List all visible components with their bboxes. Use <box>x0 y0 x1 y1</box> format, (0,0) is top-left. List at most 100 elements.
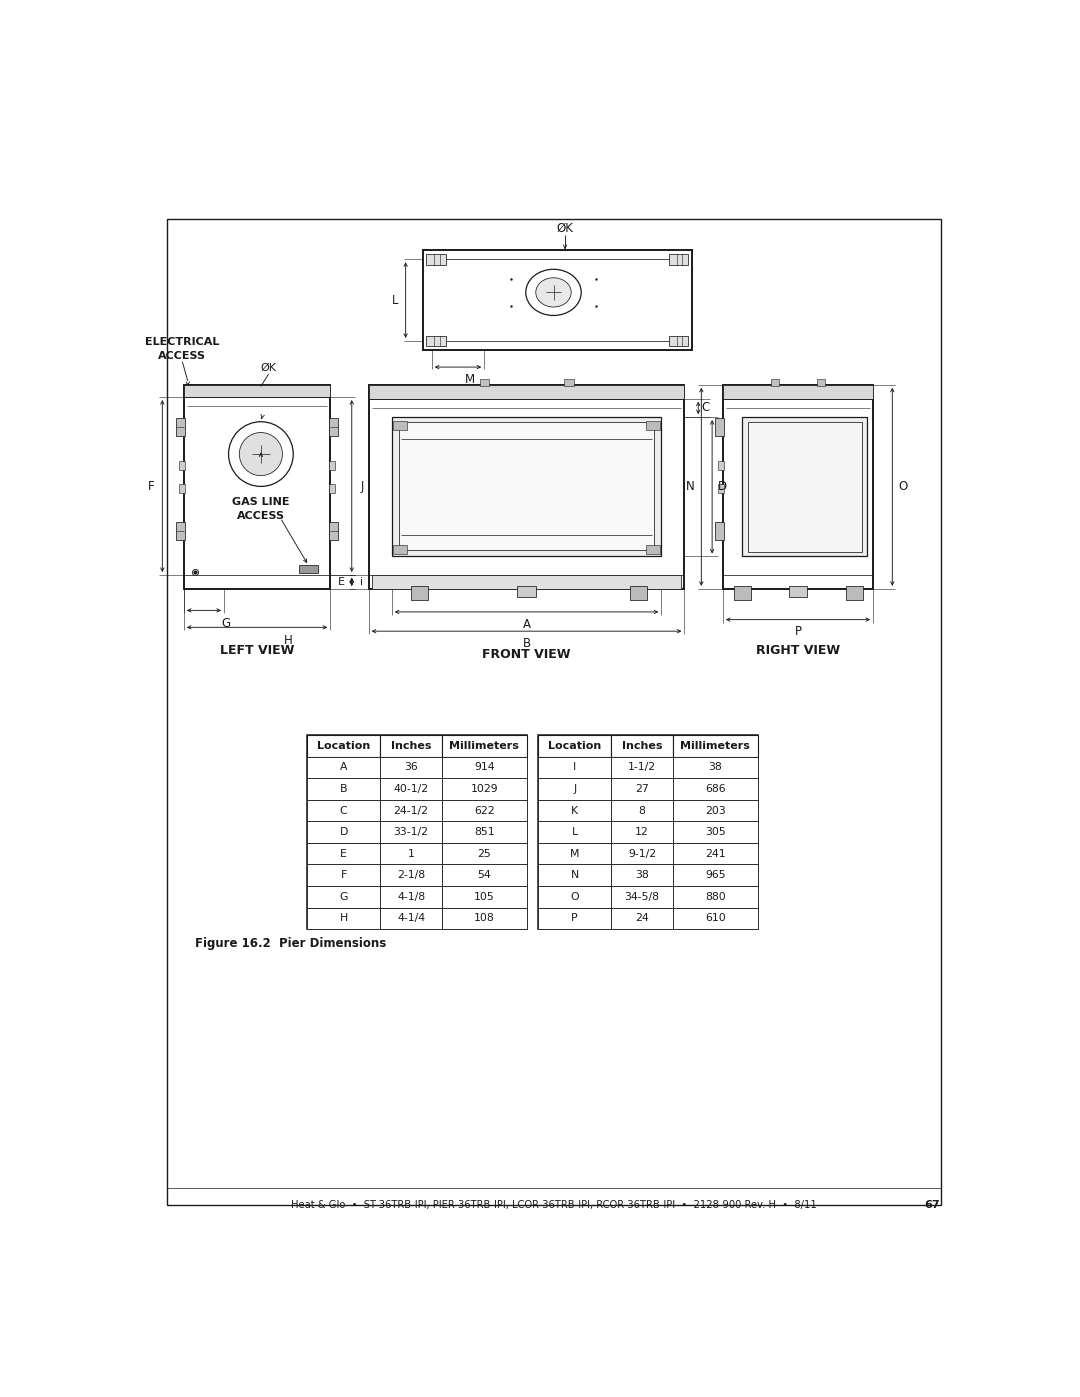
Text: Inches: Inches <box>622 740 662 752</box>
Text: 305: 305 <box>705 827 726 837</box>
Text: H: H <box>283 634 293 647</box>
Text: E: E <box>340 849 347 859</box>
Bar <box>611 757 673 778</box>
Bar <box>307 800 380 821</box>
Text: 610: 610 <box>705 914 726 923</box>
Bar <box>715 522 725 541</box>
Bar <box>328 522 338 541</box>
Bar <box>564 379 573 387</box>
Bar <box>788 585 807 597</box>
Text: L: L <box>392 293 399 306</box>
Text: 24-1/2: 24-1/2 <box>393 806 429 816</box>
Bar <box>818 379 825 387</box>
Bar <box>427 254 446 264</box>
Text: 2-1/8: 2-1/8 <box>397 870 426 880</box>
Text: ACCESS: ACCESS <box>159 351 206 360</box>
Text: B: B <box>340 784 348 793</box>
Bar <box>184 384 330 588</box>
Text: L: L <box>571 827 578 837</box>
Bar <box>718 461 725 471</box>
Bar <box>380 821 442 842</box>
Bar <box>538 908 611 929</box>
Bar <box>368 384 685 398</box>
Bar <box>393 420 407 430</box>
Text: H: H <box>339 914 348 923</box>
Bar <box>179 485 186 493</box>
Bar <box>480 379 489 387</box>
Bar <box>307 842 380 865</box>
Bar <box>307 865 380 886</box>
Bar <box>380 865 442 886</box>
Text: P: P <box>571 914 578 923</box>
Text: 12: 12 <box>635 827 649 837</box>
Text: Location: Location <box>548 740 602 752</box>
Text: I: I <box>573 763 577 773</box>
Text: 108: 108 <box>474 914 495 923</box>
Text: 1-1/2: 1-1/2 <box>627 763 657 773</box>
Text: 4-1/4: 4-1/4 <box>397 914 426 923</box>
Bar <box>611 865 673 886</box>
Text: 25: 25 <box>477 849 491 859</box>
Text: 38: 38 <box>708 763 723 773</box>
Bar <box>673 865 757 886</box>
Text: O: O <box>899 481 907 493</box>
Text: 4-1/8: 4-1/8 <box>397 891 426 902</box>
Bar <box>442 821 527 842</box>
Bar <box>307 778 380 800</box>
Bar <box>400 422 653 550</box>
Text: F: F <box>340 870 347 880</box>
Circle shape <box>229 422 294 486</box>
Text: 965: 965 <box>705 870 726 880</box>
Text: 36: 36 <box>404 763 418 773</box>
Bar <box>422 250 692 351</box>
Bar <box>673 778 757 800</box>
Bar <box>631 585 647 599</box>
Bar <box>723 384 873 398</box>
Text: 1: 1 <box>407 849 415 859</box>
Text: M: M <box>570 849 580 859</box>
Text: A: A <box>340 763 348 773</box>
Text: ELECTRICAL: ELECTRICAL <box>145 338 219 348</box>
Bar <box>611 778 673 800</box>
Bar <box>380 735 442 757</box>
Bar <box>393 545 407 555</box>
Text: 27: 27 <box>635 784 649 793</box>
Text: A: A <box>523 617 530 631</box>
Bar <box>328 418 338 436</box>
Text: M: M <box>464 373 474 386</box>
Text: i: i <box>361 577 363 587</box>
Text: 24: 24 <box>635 914 649 923</box>
Bar <box>611 735 673 757</box>
Text: J: J <box>361 479 364 493</box>
Bar <box>771 379 779 387</box>
Text: B: B <box>523 637 530 650</box>
Text: 8: 8 <box>638 806 646 816</box>
Bar <box>538 735 757 929</box>
Bar <box>669 335 688 346</box>
Text: 851: 851 <box>474 827 495 837</box>
Text: 1029: 1029 <box>471 784 498 793</box>
Bar <box>380 778 442 800</box>
Bar <box>307 886 380 908</box>
Text: Millimeters: Millimeters <box>680 740 751 752</box>
Bar <box>723 384 873 588</box>
Text: LEFT VIEW: LEFT VIEW <box>220 644 294 657</box>
Bar <box>427 335 446 346</box>
Bar <box>328 485 335 493</box>
Bar <box>673 886 757 908</box>
Bar <box>442 757 527 778</box>
Bar <box>538 886 611 908</box>
Text: 622: 622 <box>474 806 495 816</box>
Bar <box>442 908 527 929</box>
Text: O: O <box>570 891 579 902</box>
Text: C: C <box>702 401 710 415</box>
Text: 105: 105 <box>474 891 495 902</box>
Bar <box>307 735 527 929</box>
Bar <box>442 842 527 865</box>
Bar <box>646 545 660 555</box>
Text: RIGHT VIEW: RIGHT VIEW <box>756 644 840 657</box>
Bar <box>673 757 757 778</box>
Bar <box>392 418 661 556</box>
Text: G: G <box>339 891 348 902</box>
Text: P: P <box>795 626 801 638</box>
